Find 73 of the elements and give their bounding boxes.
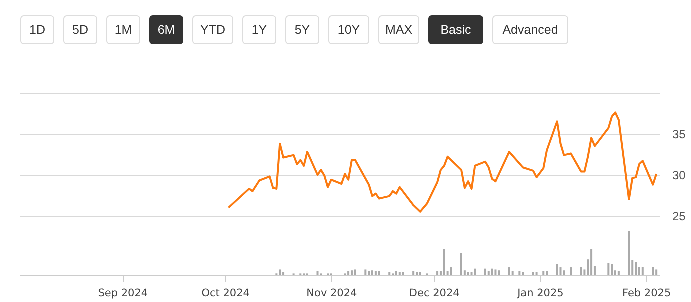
- y-tick-label: 25: [672, 210, 686, 224]
- bar: [372, 270, 374, 275]
- bar: [518, 271, 521, 275]
- bar: [419, 272, 422, 275]
- bar: [642, 267, 644, 275]
- bar: [436, 271, 439, 275]
- category-label: MAX: [385, 23, 414, 37]
- category-label: 5D: [72, 23, 88, 37]
- x-tick-label: Feb 2025: [622, 288, 672, 300]
- bar: [398, 272, 401, 275]
- bar: [484, 268, 486, 275]
- category-label: YTD: [200, 23, 226, 37]
- line-series: [228, 112, 658, 213]
- bar: [279, 270, 282, 275]
- category-label: 6M: [158, 23, 176, 37]
- bar: [450, 268, 452, 275]
- category-label: 10Y: [338, 23, 361, 37]
- x-tick-label: Dec 2024: [409, 288, 460, 300]
- y-tick-label: 30: [672, 168, 686, 182]
- category-label: 1D: [30, 23, 46, 37]
- bar: [350, 270, 353, 275]
- bar: [491, 268, 494, 275]
- bar: [467, 272, 470, 275]
- category-label: Advanced: [502, 23, 558, 37]
- bar: [608, 263, 610, 275]
- bar: [628, 231, 630, 275]
- bar: [508, 268, 510, 275]
- bar: [532, 272, 534, 275]
- bar: [395, 271, 398, 275]
- bar: [536, 272, 538, 275]
- x-tick-label: Nov 2024: [306, 288, 358, 300]
- bar: [388, 272, 391, 275]
- bar: [282, 272, 285, 275]
- bar: [512, 271, 514, 275]
- bar: [556, 264, 558, 275]
- bar: [402, 272, 404, 275]
- bar: [378, 271, 380, 275]
- x-tick-label: Sep 2024: [98, 288, 148, 300]
- category-label: Basic: [440, 23, 472, 37]
- bar: [570, 268, 572, 275]
- bar: [374, 271, 377, 275]
- x-tick-label: Oct 2024: [202, 288, 250, 300]
- category-label: 1Y: [252, 23, 268, 37]
- bar: [522, 272, 524, 275]
- bar: [542, 271, 545, 275]
- bar: [652, 267, 654, 275]
- bar: [611, 264, 614, 275]
- bar: [498, 270, 500, 275]
- x-tick-label: Jan 2025: [516, 288, 564, 300]
- bar: [563, 270, 566, 275]
- bar: [488, 271, 490, 275]
- category-label: 1M: [114, 23, 132, 37]
- bar: [580, 267, 582, 275]
- bar: [354, 270, 356, 275]
- bar: [474, 268, 476, 275]
- bar: [635, 262, 638, 275]
- bar: [368, 271, 370, 275]
- bar: [560, 268, 562, 275]
- bar: [316, 271, 319, 275]
- bar: [348, 271, 350, 275]
- bar: [412, 271, 415, 275]
- bar: [364, 270, 367, 275]
- category-label: 5Y: [294, 23, 311, 37]
- bar: [443, 249, 446, 275]
- bar: [590, 249, 593, 275]
- bar: [494, 270, 497, 275]
- bar: [618, 271, 620, 275]
- bar: [656, 270, 658, 275]
- y-tick-label: 35: [672, 128, 686, 142]
- bar: [546, 271, 548, 275]
- bar: [460, 253, 462, 275]
- bar: [416, 272, 418, 275]
- bar: [470, 272, 473, 275]
